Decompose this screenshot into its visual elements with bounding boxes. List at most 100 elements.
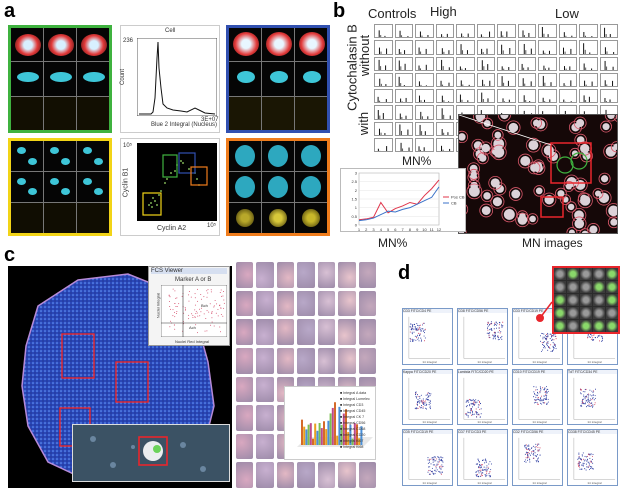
- scatter-plot-title: Kappa FITC/CD20 PE: [403, 369, 452, 374]
- cell-thumbnail: [554, 307, 566, 319]
- tissue-core: [256, 290, 274, 317]
- legend-entry: ■ Integral Lumelec: [340, 397, 370, 401]
- scatter-plot: Lambda FITC/CD20 PE Int integral: [457, 368, 508, 426]
- histogram-thumbnail: [476, 40, 495, 55]
- cell-thumbnail: [606, 294, 618, 306]
- scatter-plot: CD38 FITC/CD45 PE Int integral: [567, 429, 618, 486]
- popup-xlabel: Nuclei Red Integral: [175, 339, 210, 344]
- scatter-plot-title: CD3 FITC/CD19 PE: [513, 309, 562, 313]
- scatter-plot: CD7 FITC/CD3 PE Int integral: [457, 429, 508, 486]
- histogram-thumbnail: [599, 72, 618, 87]
- histogram-thumbnail: [394, 56, 413, 71]
- cell-thumbnail: [580, 268, 592, 280]
- histogram-thumbnail: [456, 40, 475, 55]
- panel-label-a: a: [4, 0, 16, 22]
- scatter-plot-title: TdT FITC/CD34 PE: [568, 369, 617, 374]
- legend-entry: ■ Integral CK 7: [340, 415, 365, 419]
- histogram-thumbnail: [497, 56, 516, 71]
- scatter-x-label: Int integral: [587, 420, 602, 425]
- scatter-plot-title: CD8 FITC/CD56 PE: [458, 309, 507, 313]
- tissue-core: [297, 462, 315, 488]
- scatter-ytick-top: 10⁵: [123, 143, 133, 149]
- tissue-core: [358, 319, 376, 345]
- histogram-thumbnail: [456, 56, 475, 71]
- scatter-xtick-right: 10⁵: [207, 223, 217, 229]
- tissue-core: [358, 290, 376, 317]
- scatter-xlabel: Cyclin A2: [157, 225, 187, 232]
- scatter-plot-title: CD7 FITC/CD3 PE: [458, 430, 507, 435]
- tissue-core: [276, 347, 295, 374]
- histogram-thumbnail: [435, 56, 454, 71]
- histogram-thumbnail: [476, 72, 495, 87]
- scatter-plot: CD3 FITC/CD4 PE Int integral: [402, 308, 453, 365]
- histogram-title: Cell: [165, 28, 176, 34]
- scatter-x-label: Int integral: [532, 420, 547, 425]
- histogram-thumbnail: [476, 56, 495, 71]
- legend-entry: CB: [451, 201, 457, 206]
- histogram-thumbnail: [517, 89, 536, 104]
- histogram-thumbnail: [517, 40, 536, 55]
- histogram-thumbnail: [579, 24, 598, 39]
- scatter-plot-title: Lambda FITC/CD20 PE: [458, 369, 507, 374]
- scatter-plot: CD5 FITC/CD19 PE Int integral: [402, 429, 453, 486]
- x-tick-label: 9: [416, 227, 419, 232]
- tissue-core: [276, 462, 295, 488]
- y-tick-label: 0: [355, 223, 358, 228]
- tissue-core: [297, 290, 315, 317]
- histogram-thumbnail: [415, 40, 434, 55]
- histogram-thumbnail: [374, 137, 393, 152]
- histogram-ylabel: Count: [120, 68, 127, 86]
- panel-a-image-blue: [226, 25, 330, 133]
- histogram-thumbnail: [538, 40, 557, 55]
- histogram-thumbnail: [435, 121, 454, 136]
- scatter-plot-grid: CD3 FITC/CD4 PE Int integral CD8 FITC/CD56…: [402, 308, 618, 486]
- 3d-bar-chart: [284, 386, 376, 460]
- y-tick-label: 2: [355, 188, 358, 193]
- cell-thumbnail: [606, 307, 618, 319]
- tissue-core: [317, 462, 336, 488]
- cell-image-inset: [552, 266, 620, 334]
- cell-thumbnail: [606, 268, 618, 280]
- histogram-thumbnail: [558, 72, 577, 87]
- cell-thumbnail: [554, 281, 566, 293]
- tissue-core: [338, 319, 356, 345]
- scatter-plot-title: CD2 FITC/CD56 PE: [513, 430, 562, 435]
- histogram-thumbnail: [476, 89, 495, 104]
- tissue-core: [276, 262, 295, 288]
- x-tick-label: 3: [372, 227, 375, 232]
- histogram-thumbnail: [394, 137, 413, 152]
- tissue-core: [256, 347, 274, 374]
- cell-thumbnail: [606, 281, 618, 293]
- cell-thumbnail: [593, 294, 605, 306]
- cell-thumbnail: [606, 320, 618, 332]
- tissue-core: [236, 290, 254, 317]
- panel-a-histogram: Cell 236 Count Blue 2 Integral (Nucleus)…: [120, 25, 220, 133]
- histogram-thumbnail: [394, 121, 413, 136]
- tissue-zoom-inset: [72, 424, 230, 482]
- tissue-core: [236, 262, 254, 288]
- tissue-core: [276, 319, 295, 345]
- cell-thumbnail: [580, 307, 592, 319]
- histogram-thumbnail: [456, 72, 475, 87]
- tissue-core: [297, 347, 315, 374]
- fcs-viewer-popup: FCS Viewer Marker A or B Nuclei Integral…: [148, 266, 230, 346]
- scatter-plot: Kappa FITC/CD20 PE Int integral: [402, 368, 453, 426]
- scatter-x-label: Int integral: [532, 359, 547, 364]
- histogram-thumbnail: [394, 89, 413, 104]
- tissue-core: [236, 405, 254, 431]
- chart-xlabel: MN%: [378, 236, 408, 250]
- histogram-thumbnail: [497, 89, 516, 104]
- y-tick-label: 1: [355, 205, 358, 210]
- popup-title: FCS Viewer: [151, 268, 227, 274]
- x-tick-label: 2: [365, 227, 368, 232]
- histogram-thumbnail: [538, 24, 557, 39]
- panel-a-scatter: 10⁵ Cyclin B1 Cyclin A2 10⁵: [120, 138, 220, 236]
- histogram-thumbnail: [579, 89, 598, 104]
- tissue-core: [256, 405, 274, 431]
- scatter-x-label: Int integral: [477, 481, 492, 485]
- histogram-thumbnail: [394, 105, 413, 120]
- cell-thumbnail: [593, 281, 605, 293]
- scatter-plot: TdT FITC/CD34 PE Int integral: [567, 368, 618, 426]
- histogram-thumbnail: [517, 24, 536, 39]
- scatter-plot-title: CD5 FITC/CD19 PE: [403, 430, 452, 435]
